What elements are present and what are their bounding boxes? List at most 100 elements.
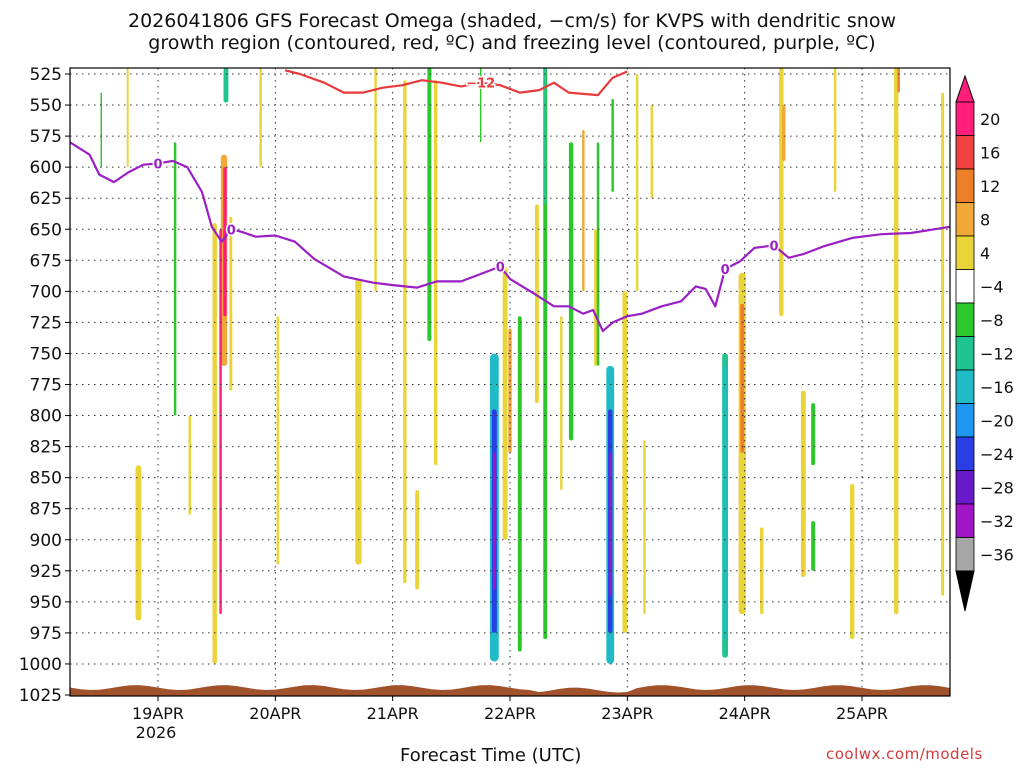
x-tick-label: 24APR bbox=[719, 704, 771, 723]
y-tick-label: 950 bbox=[30, 593, 62, 613]
y-tick-label: 525 bbox=[30, 65, 62, 85]
omega-cell bbox=[212, 223, 217, 664]
omega-cell bbox=[850, 483, 855, 640]
y-tick-label: 900 bbox=[30, 531, 62, 551]
freezing-level-label: 0 bbox=[721, 263, 730, 278]
colorbar-label: 12 bbox=[980, 177, 1000, 196]
omega-cell bbox=[188, 415, 191, 515]
omega-cell bbox=[229, 216, 233, 391]
colorbar-arrow-top bbox=[955, 74, 975, 103]
y-tick-label: 625 bbox=[30, 189, 62, 209]
colorbar-swatch bbox=[955, 135, 975, 170]
y-tick-label: 1000 bbox=[19, 655, 62, 675]
colorbar-swatch bbox=[955, 302, 975, 337]
colorbar-swatch bbox=[955, 269, 975, 304]
omega-cell bbox=[811, 521, 816, 571]
omega-cell bbox=[894, 68, 899, 615]
y-tick-label: 550 bbox=[30, 96, 62, 116]
omega-cell bbox=[219, 229, 222, 615]
y-tick-label: 800 bbox=[30, 407, 62, 427]
freezing-level-label: 0 bbox=[153, 157, 162, 172]
omega-cell bbox=[897, 68, 900, 93]
terrain-surface bbox=[70, 685, 950, 696]
colorbar-label: −24 bbox=[980, 445, 1014, 464]
colorbar: 20 16 12 8 4 −4 −8 −12 −16 −20 −24 −28 −32 −36 bbox=[955, 74, 1014, 612]
omega-cell bbox=[782, 105, 786, 161]
colorbar-label: 4 bbox=[980, 244, 990, 263]
y-tick-label: 575 bbox=[30, 127, 62, 147]
omega-cell bbox=[643, 440, 646, 615]
omega-cell bbox=[622, 291, 628, 633]
colorbar-swatch bbox=[955, 503, 975, 538]
colorbar-label: −12 bbox=[980, 344, 1014, 363]
colorbar-label: −32 bbox=[980, 512, 1014, 531]
y-tick-label: 600 bbox=[30, 158, 62, 178]
x-tick-label: 19APR bbox=[132, 704, 184, 723]
omega-cell bbox=[433, 80, 438, 466]
colorbar-swatch bbox=[955, 168, 975, 203]
colorbar-swatch bbox=[955, 336, 975, 371]
omega-cell bbox=[560, 316, 563, 491]
y-tick-label: 700 bbox=[30, 282, 62, 302]
contours: 0 0 0 0 0 −12 bbox=[70, 69, 950, 333]
colorbar-swatch bbox=[955, 235, 975, 270]
colorbar-swatch bbox=[955, 101, 975, 136]
omega-cell bbox=[355, 278, 362, 565]
colorbar-label: −4 bbox=[980, 277, 1004, 296]
dgz-contour-label: −12 bbox=[466, 77, 495, 92]
omega-cell bbox=[259, 68, 262, 168]
y-tick-label: 675 bbox=[30, 251, 62, 271]
omega-cell bbox=[403, 80, 407, 584]
omega-cell bbox=[811, 403, 816, 466]
omega-shading bbox=[100, 68, 945, 664]
colorbar-swatch bbox=[955, 369, 975, 404]
omega-cell bbox=[502, 266, 508, 540]
y-tick-label: 775 bbox=[30, 376, 62, 396]
omega-cell bbox=[126, 68, 129, 168]
colorbar-arrow-bottom bbox=[955, 570, 975, 612]
y-tick-label: 875 bbox=[30, 500, 62, 520]
y-tick-label: 750 bbox=[30, 344, 62, 364]
omega-cell bbox=[173, 142, 177, 416]
colorbar-label: −28 bbox=[980, 478, 1014, 497]
freezing-level-contour bbox=[70, 141, 950, 333]
colorbar-label: 16 bbox=[980, 143, 1000, 162]
x-tick-label: 25APR bbox=[836, 704, 888, 723]
omega-cell bbox=[582, 129, 585, 292]
colorbar-swatch bbox=[955, 202, 975, 237]
freezing-level-label: 0 bbox=[227, 223, 236, 238]
y-tick-label: 650 bbox=[30, 220, 62, 240]
omega-cell bbox=[493, 452, 496, 590]
colorbar-label: 20 bbox=[980, 110, 1000, 129]
omega-cell bbox=[760, 527, 764, 615]
omega-cell bbox=[941, 92, 945, 596]
x-tick-label: 20APR bbox=[249, 704, 301, 723]
omega-cell bbox=[594, 229, 598, 366]
source-credit: coolwx.com/models bbox=[826, 745, 983, 763]
omega-cell bbox=[779, 68, 784, 317]
y-tick-label: 1025 bbox=[19, 686, 62, 706]
x-tick-label: 23APR bbox=[601, 704, 653, 723]
omega-cell bbox=[611, 98, 614, 192]
dgz-contour bbox=[284, 69, 628, 97]
omega-cell bbox=[635, 74, 639, 292]
y-tick-label: 925 bbox=[30, 562, 62, 582]
x-tick-label: 22APR bbox=[484, 704, 536, 723]
title-line-1: 2026041806 GFS Forecast Omega (shaded, −… bbox=[128, 10, 896, 32]
omega-cell bbox=[650, 105, 653, 199]
grid-lines bbox=[70, 68, 950, 696]
omega-cell bbox=[479, 68, 482, 143]
omega-cell bbox=[723, 365, 727, 640]
y-tick-label: 725 bbox=[30, 313, 62, 333]
omega-cell bbox=[374, 68, 377, 292]
freezing-level-label: 0 bbox=[496, 261, 505, 276]
colorbar-label: −20 bbox=[980, 411, 1014, 430]
colorbar-label: −8 bbox=[980, 311, 1004, 330]
omega-cell bbox=[276, 316, 279, 565]
omega-cell bbox=[100, 92, 103, 168]
colorbar-label: 8 bbox=[980, 210, 990, 229]
omega-cell bbox=[568, 142, 574, 441]
omega-cell bbox=[609, 452, 612, 596]
